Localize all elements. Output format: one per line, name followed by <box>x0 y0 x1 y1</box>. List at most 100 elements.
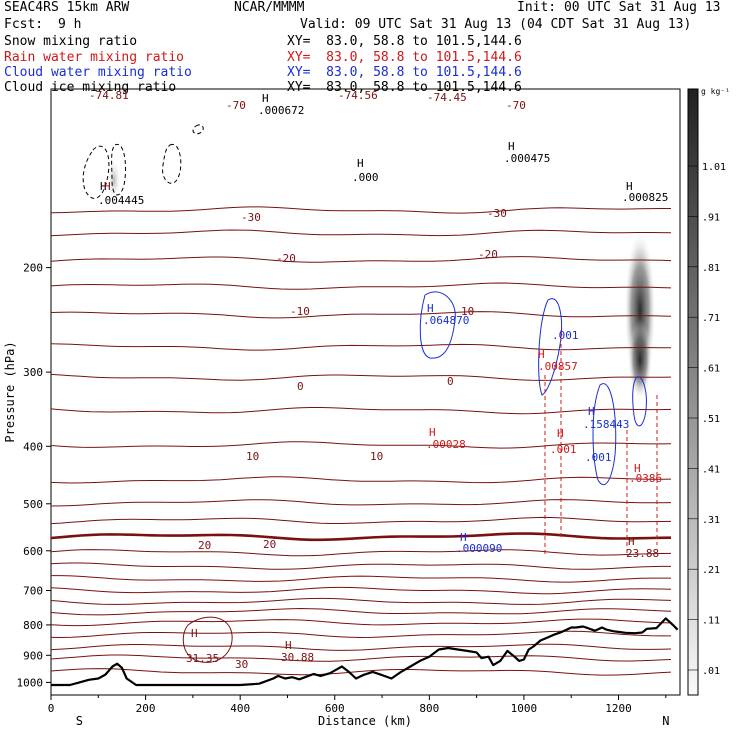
isotherm-line <box>50 311 672 319</box>
y-tick-label: 900 <box>23 649 43 662</box>
x-tick-label: 200 <box>136 702 156 715</box>
colorbar-tick-label: .41 <box>702 464 720 475</box>
colorbar-tick-label: .21 <box>702 565 720 576</box>
init-time: Init: 00 UTC Sat 31 Aug 13 <box>517 0 721 15</box>
rain-max-value: .00857 <box>538 360 578 373</box>
isotherm-line <box>50 586 672 595</box>
isotherm-line <box>50 668 672 676</box>
x-tick-label: 0 <box>48 702 55 715</box>
rain-max-marker: H <box>634 462 641 475</box>
y-tick-label: 700 <box>23 585 43 598</box>
snow-max-marker: H <box>626 180 633 193</box>
institution: NCAR/MMMM <box>234 0 305 15</box>
temperature-contour-label: 0 <box>447 375 454 388</box>
isotherm-closed-contour <box>182 616 233 663</box>
isotherm-line <box>50 476 672 484</box>
y-tick-label: 1000 <box>17 676 44 689</box>
temperature-contour-label: -70 <box>226 99 246 112</box>
endpoint-south: S <box>76 714 83 728</box>
snow-max-marker: H <box>508 140 515 153</box>
temperature-max-marker: H <box>104 180 111 193</box>
isotherm-line <box>50 343 671 351</box>
temperature-contour-label: 10 <box>461 305 474 318</box>
cloud-water-max-value: .000090 <box>456 542 502 555</box>
temperature-max-marker: H <box>285 639 292 652</box>
colorbar-tick-label: .91 <box>702 212 720 223</box>
snow-contour <box>192 124 204 135</box>
rain-max-value: .0386 <box>629 472 662 485</box>
rain-max-marker: H <box>538 348 545 361</box>
temperature-contour-label: -20 <box>276 252 296 265</box>
model-name: SEAC4RS 15km ARW <box>4 0 130 15</box>
cloud-ice-shading <box>107 158 656 400</box>
snow-contour <box>111 143 127 196</box>
colorbar-tick-label: .11 <box>702 616 720 627</box>
x-tick-label: 600 <box>325 702 345 715</box>
isotherm-line <box>50 282 672 290</box>
temperature-contour-label: -30 <box>487 207 507 220</box>
plot-frame <box>50 88 681 696</box>
cloud-water-max-marker: H <box>427 302 434 315</box>
isotherm-line <box>50 206 671 214</box>
snow-max-value: .000672 <box>258 104 304 117</box>
field-name-cloud-ice: Cloud ice mixing ratio <box>4 80 177 95</box>
x-tick-label: 800 <box>419 702 439 715</box>
isotherm-line <box>50 256 672 263</box>
temperature-contour-label: 30 <box>235 658 248 671</box>
snow-max-value: .000475 <box>504 152 550 165</box>
isotherm-line <box>51 575 671 583</box>
y-tick-label: 200 <box>23 262 43 275</box>
snow-contour <box>82 145 110 199</box>
snow-max-value: .004445 <box>98 194 144 207</box>
snow-max-marker: H <box>262 92 269 105</box>
cloud-water-max-marker: H <box>588 405 595 418</box>
field-xy-snow: XY= 83.0, 58.8 to 101.5,144.6 <box>287 34 522 49</box>
isotherm-line <box>50 630 671 639</box>
isotherm-line <box>50 532 672 542</box>
y-tick-label: 400 <box>23 440 43 453</box>
cloud-water-max-marker: H <box>460 531 467 544</box>
rain-max-value: .00028 <box>426 438 466 451</box>
field-name-rain: Rain water mixing ratio <box>4 50 185 65</box>
temperature-contour-label: -10 <box>290 305 310 318</box>
cloud-water-contour <box>538 298 562 396</box>
temperature-contour-label: -74.56 <box>338 89 378 102</box>
isotherm-line <box>50 549 672 557</box>
x-tick-label: 1200 <box>605 702 632 715</box>
isotherm-line <box>50 229 672 237</box>
snow-max-marker: H <box>357 157 364 170</box>
isotherm-line <box>50 654 672 662</box>
temperature-contour-label: 31.35 <box>186 652 219 665</box>
colorbar-tick-label: .61 <box>702 364 720 375</box>
cloud-water-max-value: .001 <box>585 451 612 464</box>
isotherm-line <box>50 499 672 507</box>
colorbar <box>687 88 699 696</box>
cloud-water-contour <box>592 383 617 486</box>
isotherm-line <box>50 607 672 616</box>
isotherm-line <box>50 597 672 605</box>
terrain-profile <box>51 617 679 687</box>
y-axis-label: Pressure (hPa) <box>3 341 17 442</box>
endpoint-north: N <box>662 714 669 728</box>
temperature-contour-label: 30.88 <box>281 651 314 664</box>
field-xy-cloud-ice: XY= 83.0, 58.8 to 101.5,144.6 <box>287 80 522 95</box>
rain-max-marker: H <box>429 426 436 439</box>
field-name-cloud-water: Cloud water mixing ratio <box>4 65 192 80</box>
forecast-hour: 9 h <box>58 17 82 32</box>
temperature-contour-label: 20 <box>263 538 276 551</box>
temperature-contour-label: 0 <box>297 380 304 393</box>
y-tick-label: 600 <box>23 545 43 558</box>
cloud-water-contour <box>419 291 456 359</box>
cloud-water-contour <box>632 376 647 427</box>
y-tick-label: 500 <box>23 498 43 511</box>
temperature-max-marker: H <box>628 535 635 548</box>
forecast-label: Fcst: <box>4 17 44 32</box>
rain-max-marker: H <box>557 427 564 440</box>
colorbar-tick-label: .31 <box>702 515 720 526</box>
isotherm-line <box>50 516 672 525</box>
colorbar-tick-label: .81 <box>702 263 720 274</box>
snow-contour <box>162 143 182 184</box>
y-tick-label: 300 <box>23 366 43 379</box>
temperature-contour-label: -70 <box>506 99 526 112</box>
